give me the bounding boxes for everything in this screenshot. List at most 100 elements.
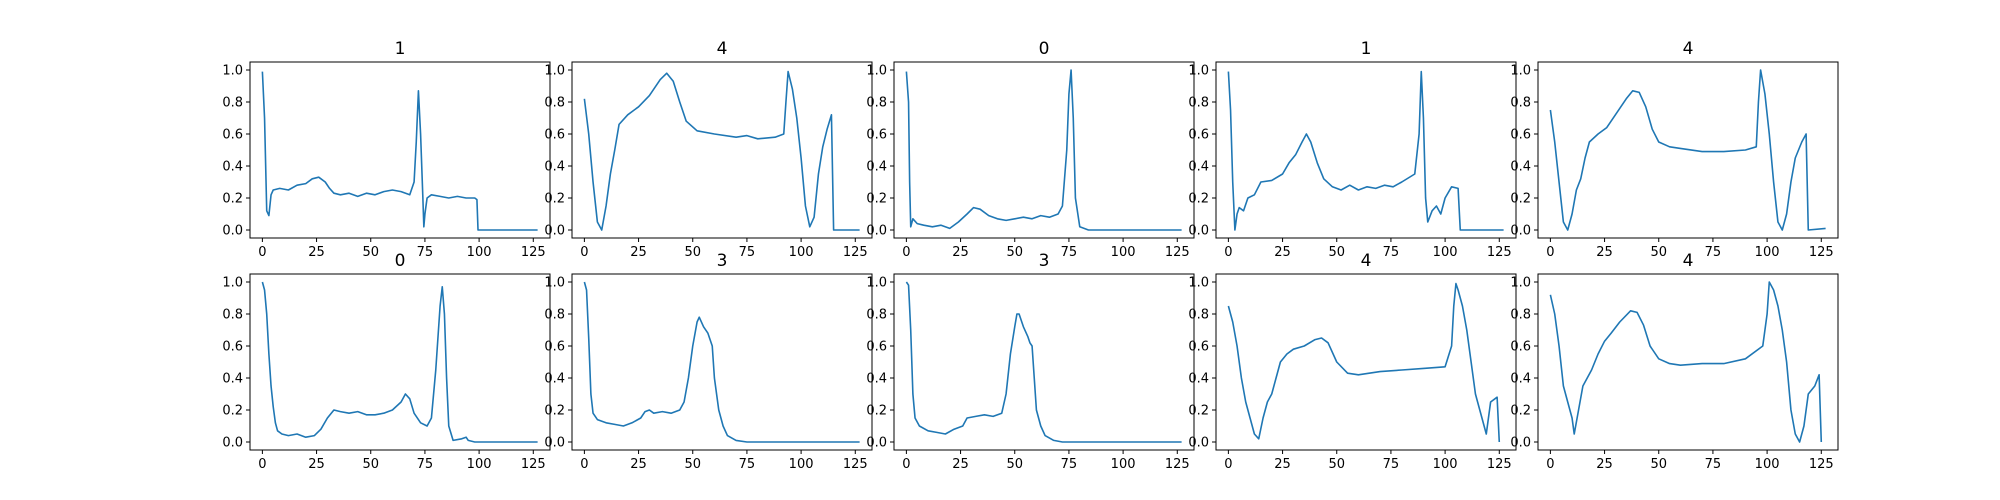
subplot-title: 4 [1683,251,1694,271]
y-tick-label: 0.4 [866,372,887,387]
y-tick-label: 1.0 [544,64,565,79]
x-tick-label: 100 [1433,245,1458,260]
x-tick-label: 25 [952,245,969,260]
y-tick-label: 0.8 [544,308,565,323]
y-tick-label: 0.4 [1188,372,1209,387]
x-tick-label: 50 [1328,457,1345,472]
x-tick-label: 0 [580,457,588,472]
x-tick-label: 100 [789,457,814,472]
y-tick-label: 0.4 [1510,372,1531,387]
y-tick-label: 0.4 [866,160,887,175]
axes-frame [249,61,551,239]
x-tick-label: 75 [417,245,434,260]
series-line [261,281,538,443]
x-tick-label: 25 [1274,457,1291,472]
y-tick-label: 0.8 [866,96,887,111]
y-tick-label: 0.2 [1188,404,1209,419]
y-tick-label: 0.2 [1510,192,1531,207]
series-line [905,281,1182,443]
y-tick-label: 0.6 [1510,128,1531,143]
axes-frame [571,273,873,451]
y-tick-label: 0.0 [222,224,243,239]
subplot-title: 1 [395,39,406,59]
subplot-4: 1 0 25 50 75 100 125 0.0 0.2 0.4 0.6 0.8 1.0 [1188,39,1517,260]
series-line [261,71,538,231]
subplot-1: 1 0 25 50 75 100 125 0.0 0.2 0.4 0.6 0.8 1.0 [222,39,551,260]
y-tick-label: 0.6 [1510,340,1531,355]
subplot-title: 3 [1039,251,1050,271]
x-tick-label: 0 [1224,457,1232,472]
x-tick-label: 100 [1433,457,1458,472]
axes-frame [1537,273,1839,451]
x-tick-label: 75 [739,245,756,260]
y-tick-label: 0.4 [1510,160,1531,175]
y-tick-label: 0.0 [222,436,243,451]
x-tick-label: 0 [258,457,266,472]
x-tick-label: 0 [258,245,266,260]
y-tick-label: 0.8 [544,96,565,111]
y-tick-label: 0.2 [866,192,887,207]
y-tick-label: 0.4 [1188,160,1209,175]
series-line [905,69,1182,231]
y-tick-label: 0.0 [866,224,887,239]
y-tick-label: 0.6 [1188,340,1209,355]
x-tick-label: 75 [417,457,434,472]
x-tick-label: 75 [1061,457,1078,472]
y-tick-label: 0.0 [1510,224,1531,239]
subplot-title: 4 [1683,39,1694,59]
series-line [1549,69,1826,231]
y-tick-label: 0.6 [544,340,565,355]
y-tick-label: 1.0 [222,276,243,291]
y-tick-label: 0.6 [222,340,243,355]
x-tick-label: 50 [684,245,701,260]
x-tick-label: 25 [1596,245,1613,260]
y-tick-label: 1.0 [1510,276,1531,291]
x-tick-label: 125 [843,245,868,260]
x-tick-label: 100 [1111,457,1136,472]
x-tick-label: 50 [1328,245,1345,260]
x-tick-label: 50 [1650,457,1667,472]
y-tick-label: 0.8 [222,308,243,323]
axes-frame [1215,61,1517,239]
y-tick-label: 0.6 [222,128,243,143]
y-tick-label: 0.0 [544,224,565,239]
x-tick-label: 125 [843,457,868,472]
axes-frame [249,273,551,451]
x-tick-label: 125 [521,245,546,260]
subplot-title: 4 [1361,251,1372,271]
subplot-10: 4 0 25 50 75 100 125 0.0 0.2 0.4 0.6 0.8 1.0 [1510,251,1839,472]
y-tick-label: 0.6 [866,128,887,143]
subplot-title: 0 [395,251,406,271]
x-tick-label: 50 [1006,245,1023,260]
x-tick-label: 75 [1383,245,1400,260]
subplot-title: 3 [717,251,728,271]
series-line [1549,281,1823,443]
y-tick-label: 0.0 [866,436,887,451]
y-tick-label: 0.4 [544,372,565,387]
y-tick-label: 1.0 [544,276,565,291]
x-tick-label: 100 [1755,245,1780,260]
y-tick-label: 0.2 [1510,404,1531,419]
axes-frame [1215,273,1517,451]
x-tick-label: 125 [1809,457,1834,472]
x-tick-label: 50 [1006,457,1023,472]
x-tick-label: 100 [1755,457,1780,472]
subplot-title: 4 [717,39,728,59]
x-tick-label: 75 [739,457,756,472]
x-tick-label: 50 [362,457,379,472]
x-tick-label: 75 [1383,457,1400,472]
series-line [1227,282,1501,443]
subplot-8: 3 0 25 50 75 100 125 0.0 0.2 0.4 0.6 0.8 1.0 [866,251,1195,472]
x-tick-label: 25 [308,245,325,260]
y-tick-label: 0.6 [1188,128,1209,143]
x-tick-label: 0 [1546,245,1554,260]
axes-frame [571,61,873,239]
x-tick-label: 125 [1809,245,1834,260]
x-tick-label: 25 [952,457,969,472]
x-tick-label: 100 [467,457,492,472]
x-tick-label: 100 [789,245,814,260]
x-tick-label: 125 [1487,457,1512,472]
y-tick-label: 1.0 [1188,64,1209,79]
y-tick-label: 0.8 [1510,96,1531,111]
x-tick-label: 75 [1705,245,1722,260]
